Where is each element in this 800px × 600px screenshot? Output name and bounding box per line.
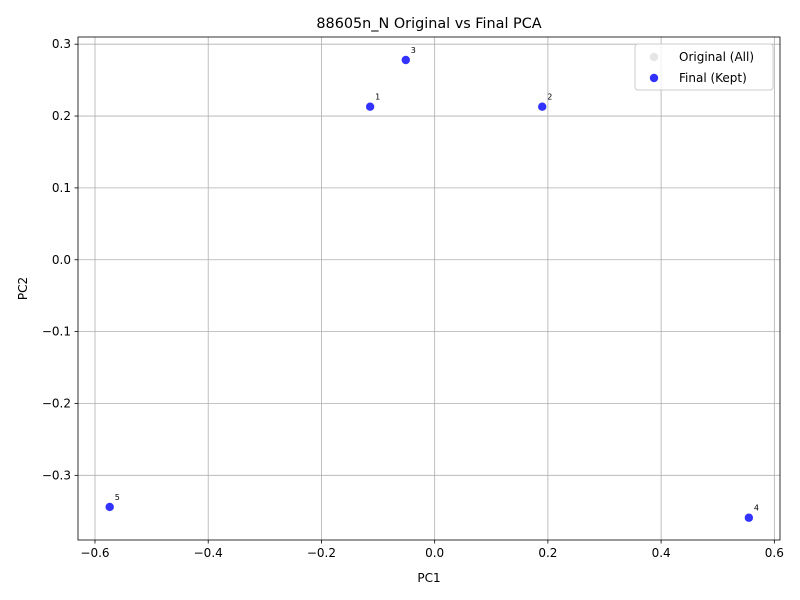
x-tick-label: 0.4 [652, 546, 671, 560]
x-tick-label: −0.4 [194, 546, 223, 560]
axes: −0.6 −0.4 −0.2 0.0 0.2 0.4 0.6 −0.3 −0.2 −0.1 0.0 0… [42, 36, 784, 560]
x-tick-label: −0.6 [80, 546, 109, 560]
legend-marker [649, 52, 659, 62]
x-axis-label: PC1 [417, 571, 440, 585]
legend: Original (All) Final (Kept) [634, 43, 774, 91]
y-tick-label: −0.2 [42, 396, 71, 410]
x-tick-label: 0.0 [425, 546, 444, 560]
point-label: 3 [411, 46, 416, 55]
point-label: 1 [375, 93, 380, 102]
x-tick-label: 0.2 [538, 546, 557, 560]
data-point [744, 513, 754, 522]
grid [78, 37, 780, 540]
legend-marker [649, 73, 659, 83]
y-tick-label: 0.1 [52, 181, 71, 195]
y-axis-label: PC2 [16, 277, 30, 300]
point-label: 2 [547, 93, 552, 102]
point-label: 5 [115, 493, 120, 502]
x-tick-label: −0.2 [307, 546, 336, 560]
legend-entry: Final (Kept) [679, 71, 747, 85]
y-tick-label: 0.0 [52, 253, 71, 267]
chart-title: 88605n_N Original vs Final PCA [316, 16, 541, 32]
y-tick-label: −0.3 [42, 468, 71, 482]
y-tick-label: 0.2 [52, 109, 71, 123]
legend-entry: Original (All) [679, 50, 754, 64]
y-tick-label: −0.1 [42, 325, 71, 339]
data-point [538, 102, 547, 111]
x-tick-label: 0.6 [765, 546, 784, 560]
data-point [105, 502, 114, 512]
legend-box [634, 43, 774, 91]
y-tick-label: 0.3 [52, 37, 71, 51]
point-label: 4 [754, 504, 759, 513]
plot-frame [77, 36, 781, 541]
data-points: 1 2 3 4 5 [105, 46, 759, 522]
data-point [365, 102, 375, 111]
data-point [401, 55, 410, 65]
